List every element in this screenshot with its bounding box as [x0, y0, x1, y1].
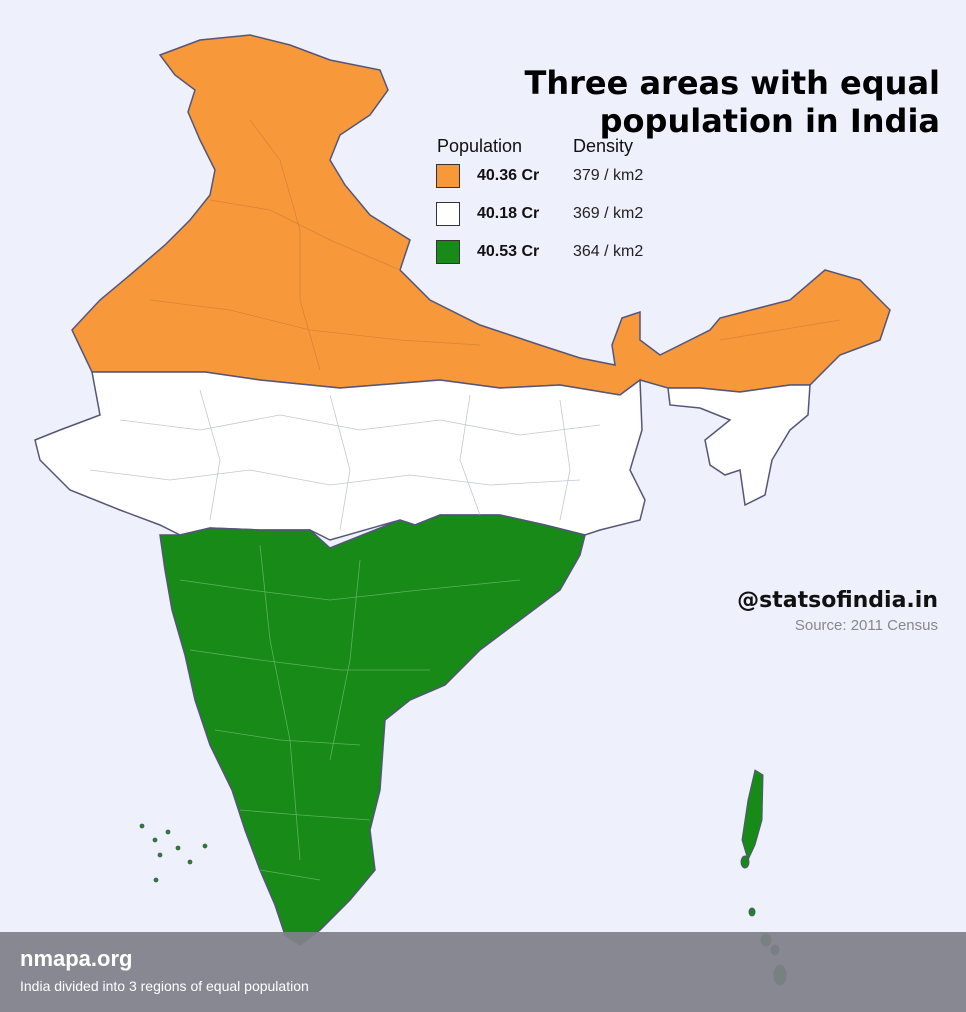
- lakshadweep-islands: [139, 823, 208, 883]
- legend: Population Density 40.36 Cr 379 / km2 40…: [436, 134, 696, 276]
- region-south-green: [159, 514, 586, 946]
- legend-population: 40.53 Cr: [477, 243, 540, 260]
- district-lines-orange: [149, 119, 841, 371]
- legend-density: 379 / km2: [573, 167, 644, 184]
- footer-caption: India divided into 3 regions of equal po…: [20, 978, 309, 994]
- region-north-orange: [71, 34, 891, 396]
- legend-row: 40.53 Cr 364 / km2: [436, 238, 696, 276]
- footer-brand: nmapa.org: [20, 946, 133, 971]
- legend-population: 40.18 Cr: [477, 205, 540, 222]
- region-northeast-white: [667, 384, 811, 507]
- district-lines-green: [179, 544, 521, 881]
- region-central-white: [34, 371, 646, 541]
- legend-density-header: Density: [573, 136, 634, 156]
- legend-row: 40.36 Cr 379 / km2: [436, 162, 696, 200]
- legend-swatch-green: [436, 240, 460, 264]
- source-note: Source: 2011 Census: [794, 617, 938, 634]
- legend-population-header: Population: [437, 136, 523, 156]
- district-lines: [89, 389, 601, 531]
- legend-row: 40.18 Cr 369 / km2: [436, 200, 696, 238]
- footer-bar: nmapa.org India divided into 3 regions o…: [0, 932, 966, 1012]
- legend-swatch-white: [436, 202, 460, 226]
- legend-population: 40.36 Cr: [477, 167, 540, 184]
- map-title: Three areas with equal population in Ind…: [524, 64, 941, 140]
- legend-header: Population Density: [436, 134, 696, 162]
- legend-density: 369 / km2: [573, 205, 644, 222]
- legend-swatch-orange: [436, 164, 460, 188]
- credit-handle: @statsofindia.in: [737, 588, 938, 613]
- legend-density: 364 / km2: [573, 243, 644, 260]
